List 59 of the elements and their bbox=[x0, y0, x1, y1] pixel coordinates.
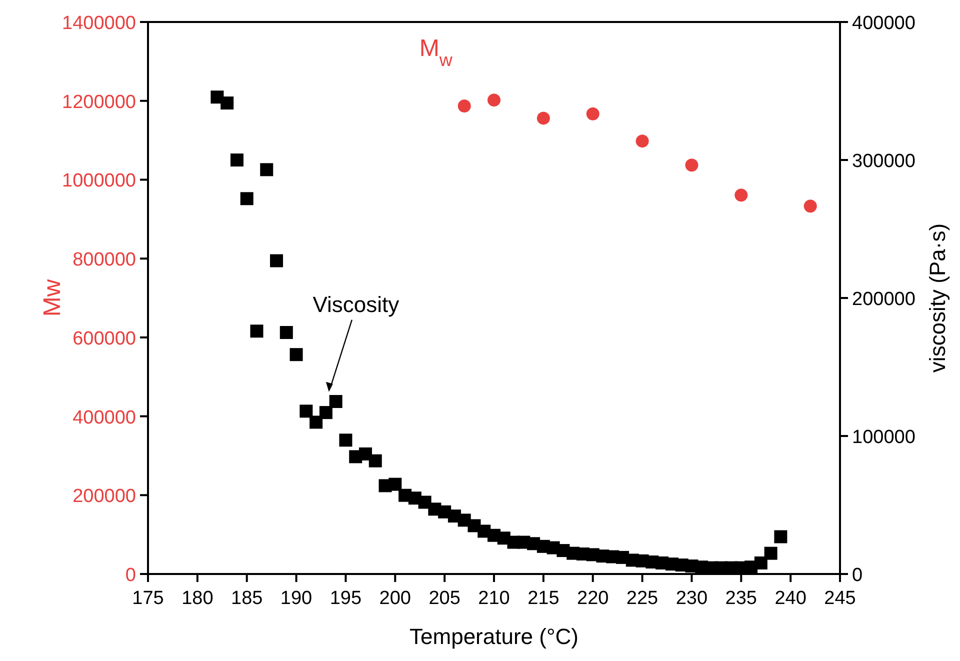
y2-tick-label: 100000 bbox=[852, 427, 916, 448]
point bbox=[240, 192, 254, 206]
x-tick-label: 205 bbox=[428, 588, 460, 609]
point bbox=[754, 556, 768, 570]
annotation: Viscosity bbox=[312, 292, 400, 317]
point bbox=[734, 188, 748, 202]
point bbox=[388, 478, 402, 491]
x-tick-label: 215 bbox=[528, 588, 560, 609]
x-tick-label: 185 bbox=[231, 588, 263, 609]
point bbox=[250, 324, 264, 338]
y-tick-label: 1000000 bbox=[62, 170, 136, 192]
point bbox=[368, 454, 382, 468]
x-tick-label: 200 bbox=[379, 588, 411, 609]
x-tick-label: 190 bbox=[280, 588, 312, 609]
point bbox=[339, 434, 352, 447]
x-tick-label: 195 bbox=[330, 588, 362, 609]
point bbox=[260, 163, 274, 176]
point bbox=[329, 395, 342, 408]
point bbox=[310, 416, 323, 429]
point bbox=[685, 158, 698, 172]
series-label: M$_{w}$ bbox=[419, 34, 454, 70]
x-tick-label: 210 bbox=[478, 588, 510, 609]
point bbox=[230, 154, 244, 166]
x-tick-label: 180 bbox=[182, 588, 214, 609]
y2-tick-label: 300000 bbox=[852, 151, 916, 172]
x-tick-label: 240 bbox=[774, 588, 806, 609]
point bbox=[290, 348, 303, 362]
point bbox=[319, 406, 332, 420]
y-tick-label: 400000 bbox=[72, 407, 136, 428]
point bbox=[220, 96, 234, 110]
y-axis-title: Mw bbox=[39, 278, 66, 317]
x-axis-title: Temperature (°C) bbox=[410, 624, 578, 649]
point bbox=[300, 404, 313, 418]
point bbox=[488, 94, 500, 107]
y2-tick-label: 200000 bbox=[852, 289, 916, 310]
x-tick-label: 245 bbox=[824, 588, 856, 609]
point bbox=[636, 134, 649, 148]
y-tick-label: 1400000 bbox=[62, 13, 136, 34]
y-tick-label: 800000 bbox=[72, 250, 136, 271]
x-tick-label: 225 bbox=[626, 588, 658, 609]
x-tick-label: 220 bbox=[577, 588, 609, 609]
point bbox=[774, 530, 788, 544]
point bbox=[586, 107, 600, 120]
x-tick-label: 235 bbox=[725, 588, 757, 609]
point bbox=[458, 99, 471, 112]
point bbox=[280, 326, 293, 339]
point bbox=[764, 546, 778, 560]
y-tick-label: 200000 bbox=[72, 486, 136, 508]
y2-tick-label: 400000 bbox=[852, 13, 916, 34]
point bbox=[536, 112, 550, 125]
y2-tick-label: 0 bbox=[852, 565, 863, 586]
point bbox=[804, 200, 817, 213]
y2-axis-title: viscosity (Pa·s) bbox=[925, 223, 950, 373]
x-tick-label: 230 bbox=[676, 588, 708, 609]
x-tick-label: 175 bbox=[132, 588, 164, 609]
y-tick-label: 0 bbox=[125, 565, 136, 586]
point bbox=[270, 254, 284, 268]
y-tick-label: 600000 bbox=[72, 328, 136, 350]
y-tick-label: 1200000 bbox=[62, 92, 136, 113]
